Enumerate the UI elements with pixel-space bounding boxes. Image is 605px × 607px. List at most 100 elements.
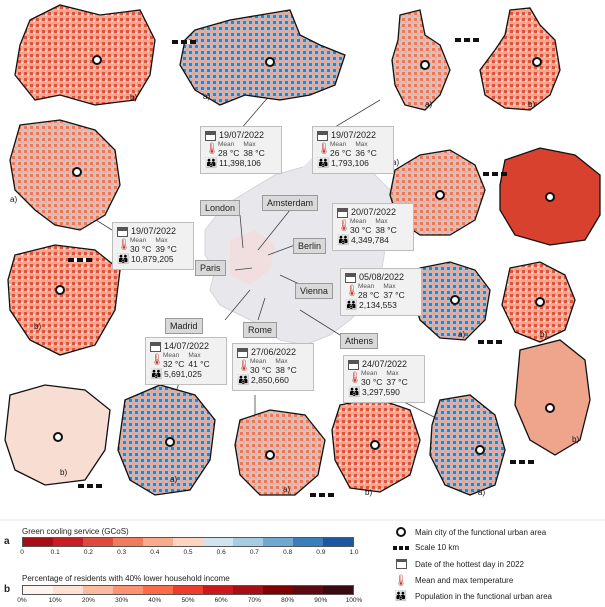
thermometer-icon: 🌡 [117,239,131,252]
colorbar-swatch [113,538,143,546]
scale-bar [455,38,479,42]
panel-label-a: a) [392,158,400,167]
panel-label-a: a) [478,488,486,497]
colorbar-swatch [113,586,143,594]
legend-b-tick-label: 80% [281,597,295,604]
colorbar-swatch [173,538,203,546]
panel-label-b: b) [130,93,138,102]
thermometer-icon: 🌡 [337,220,351,233]
colorbar-swatch [173,586,203,594]
city-label-berlin: Berlin [293,238,327,254]
city-label-vienna: Vienna [295,283,333,299]
colorbar-swatch [263,586,293,594]
legend-item-population: 👪 Population in the functional urban are… [394,591,552,602]
calendar-icon [237,348,248,358]
calendar-icon [348,360,359,370]
colorbar-swatch [143,586,173,594]
calendar-icon [117,227,128,237]
population-icon: 👪 [345,299,358,311]
city-label-athens: Athens [340,333,379,349]
colorbar-swatch [233,586,263,594]
legend-b-tick-label: 20% [81,597,95,604]
colorbar-swatch [23,538,53,546]
panel-label-b: b) [60,468,68,477]
legend-a-letter: a [4,536,10,547]
panel-label-b: b) [540,330,548,339]
legend-a-tick-label: 0.2 [83,549,93,556]
info-card-london: 19/07/2022 🌡 Mean Max 28 °C 38 °C 👪 11,398,1… [200,126,282,174]
population-icon: 👪 [205,157,218,169]
legend-a-tick-label: 1.0 [349,549,359,556]
thermometer-icon: 🌡 [348,372,362,385]
colorbar-swatch [83,538,113,546]
panel-label-a: a) [170,475,178,484]
info-card-rome: 27/06/2022 🌡 Mean Max 30 °C 38 °C 👪 2,850,66… [232,343,314,391]
colorbar-swatch [323,538,353,546]
legend-a-tick-label: 0 [20,549,24,556]
legend-a-tick-label: 0.8 [283,549,293,556]
colorbar-swatch [263,538,293,546]
thermometer-icon: 🌡 [237,360,251,373]
info-card-amsterdam: 19/07/2022 🌡 Mean Max 26 °C 36 °C 👪 1,793,10… [312,126,394,174]
legend-a-tick-label: 0.3 [117,549,127,556]
population-icon: 👪 [337,234,350,246]
calendar-icon [317,131,328,141]
colorbar-swatch [293,538,323,546]
legend-b-tick-label: 60% [214,597,228,604]
panel-label-a: a) [203,92,211,101]
legend-a-tick-label: 0.1 [50,549,60,556]
legend-item-date: Date of the hottest day in 2022 [393,559,524,569]
colorbar-swatch [233,538,263,546]
thermometer-icon: 🌡 [317,143,331,156]
colorbar-swatch [203,586,233,594]
colorbar-swatch [83,586,113,594]
calendar-icon [345,273,356,283]
info-card-vienna: 05/08/2022 🌡 Mean Max 28 °C 37 °C 👪 2,134,55… [340,268,422,316]
legend-b-letter: b [4,584,11,595]
legend-b-title: Percentage of residents with 40% lower h… [22,574,230,583]
info-card-paris: 19/07/2022 🌡 Mean Max 30 °C 39 °C 👪 10,879,2… [112,222,194,270]
legend-a-tick-label: 0.7 [249,549,259,556]
colorbar-swatch [53,538,83,546]
info-card-berlin: 20/07/2022 🌡 Mean Max 30 °C 38 °C 👪 4,349,78… [332,203,414,251]
population-icon: 👪 [150,368,163,380]
info-card-athens: 24/07/2022 🌡 Mean Max 30 °C 37 °C 👪 3,297,59… [343,355,425,403]
scale-bar-icon [393,545,409,550]
panel-label-a: a) [458,330,466,339]
legend-b-tick-label: 70% [247,597,261,604]
colorbar-swatch [323,586,353,594]
legend-b-tick-label: 0% [17,597,27,604]
population-icon: 👪 [237,374,250,386]
legend-b-tick-label: 50% [181,597,195,604]
legend-b-tick-label: 90% [314,597,328,604]
panel-label-a: a) [283,485,291,494]
panel-label-b: b) [365,488,373,497]
scale-bar [172,40,196,44]
thermometer-icon: 🌡 [150,354,164,367]
legend-item-main-city: Main city of the functional urban area [393,526,546,538]
colorbar-swatch [293,586,323,594]
colorbar-swatch [53,586,83,594]
panel-label-b: b) [528,100,536,109]
main-city-icon [393,526,409,538]
legend-b-colorbar [22,585,354,595]
thermometer-icon: 🌡 [394,575,408,587]
colorbar-swatch [23,586,53,594]
legend-a-tick-label: 0.5 [183,549,193,556]
legend-b-tick-label: 30% [115,597,129,604]
thermometer-icon: 🌡 [205,143,219,156]
main-city-markers [53,55,555,460]
panel-label-b: b) [34,322,42,331]
city-label-rome: Rome [243,322,278,338]
legend-a-ticks: 0 0.1 0.2 0.3 0.4 0.5 0.6 0.7 0.8 0.9 1.0 [20,549,358,559]
panel-label-a: a) [425,100,433,109]
population-icon: 👪 [348,386,361,398]
scale-bar [68,258,92,262]
colorbar-swatch [203,538,233,546]
scale-bar [483,172,507,176]
panel-label-a: a) [10,195,18,204]
scale-bar [478,340,502,344]
legend-a-tick-label: 0.6 [216,549,226,556]
colorbar-swatch [143,538,173,546]
